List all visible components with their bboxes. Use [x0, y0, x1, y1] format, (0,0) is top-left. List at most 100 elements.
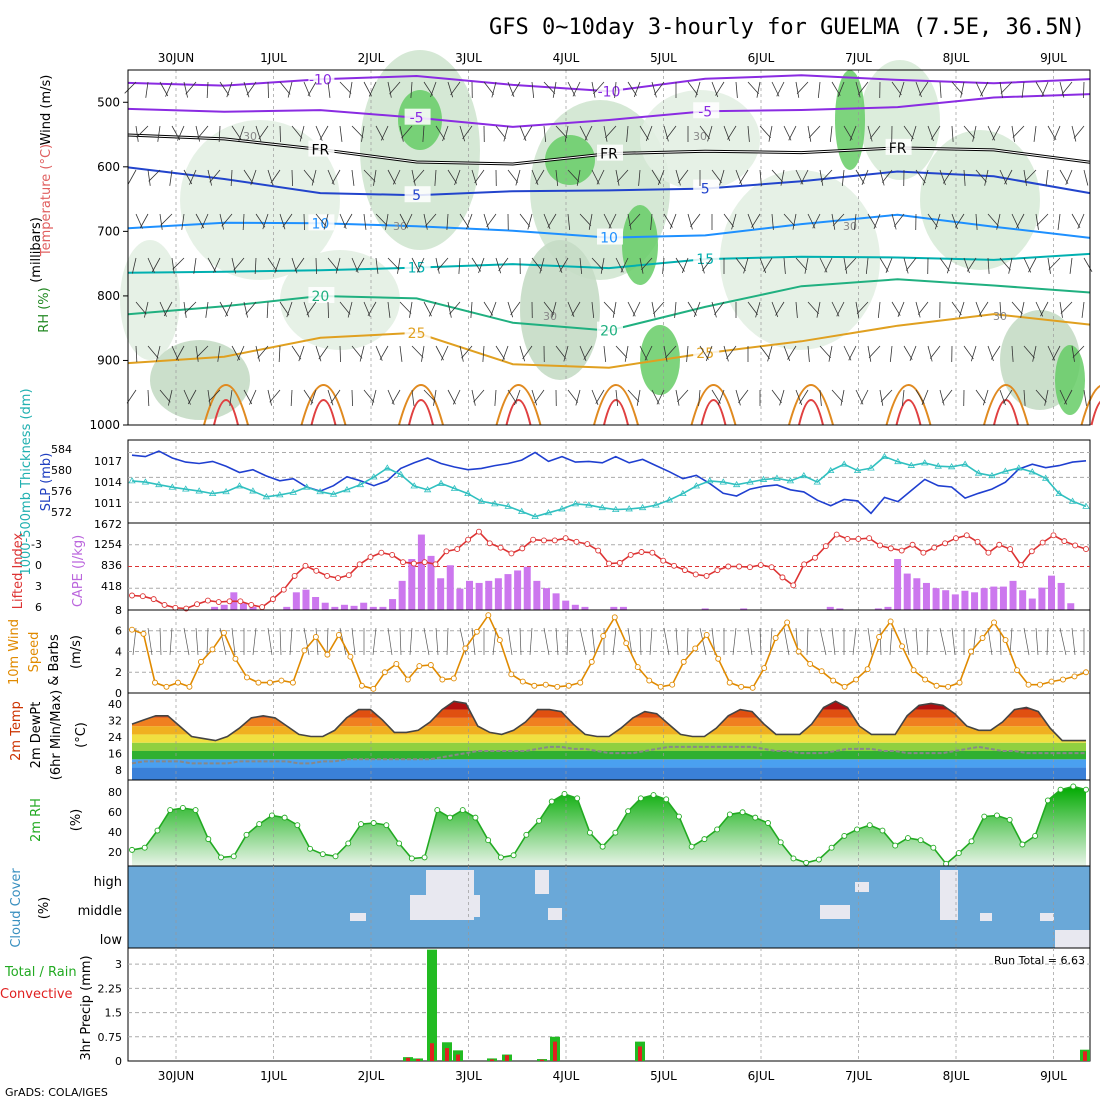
wind-barb: [564, 125, 569, 142]
wind-barb: [255, 345, 260, 362]
lifted-index-point: [714, 567, 721, 574]
wind-barb: [175, 345, 185, 361]
wind-barb: [792, 213, 797, 230]
wind-barb: [474, 169, 485, 184]
wind-barb: [127, 169, 137, 185]
wind-speed-point: [243, 674, 250, 681]
wind-barb: [1016, 213, 1025, 229]
contour-label: 20: [600, 324, 618, 340]
wind-barb: [819, 389, 822, 406]
wind-barb: [363, 389, 375, 403]
lifted-index-point: [779, 574, 786, 581]
contour-label: FR: [600, 147, 618, 163]
wind-barb: [361, 125, 365, 142]
rh-point: [765, 820, 771, 826]
wind-barb: [958, 301, 965, 318]
wind-barb: [738, 389, 749, 404]
wind-barb: [539, 257, 545, 274]
wind-barb: [245, 301, 257, 315]
rh-point: [841, 832, 848, 839]
wind-barb: [612, 301, 617, 318]
wind-speed-point: [347, 653, 354, 660]
wind-speed-point: [508, 671, 515, 678]
wind-barb: [205, 301, 209, 318]
wind-barb: [771, 301, 779, 318]
wind-barb: [470, 301, 473, 318]
wind-barb: [980, 81, 989, 97]
y-tick-label: 500: [97, 95, 120, 109]
thickness-point: [1082, 502, 1090, 509]
lifted-index-point: [736, 563, 743, 570]
rh-point: [319, 851, 326, 858]
heat-contour: [310, 399, 337, 426]
rh-point: [879, 827, 886, 834]
thickness-point: [182, 485, 190, 492]
cape-bar: [389, 599, 397, 610]
wind-barb: [156, 345, 161, 362]
wind-barb: [843, 257, 848, 274]
precip-convective-bar: [406, 1057, 410, 1061]
cape-bar: [466, 580, 474, 610]
cape-bar: [494, 578, 502, 610]
wind-barb: [771, 169, 784, 183]
rh-point: [599, 843, 606, 850]
cape-bar: [740, 608, 748, 610]
wind-barb: [303, 213, 305, 231]
wind-speed-point: [485, 612, 492, 619]
rh-tick: 40: [108, 826, 122, 839]
thickness-point: [329, 490, 338, 497]
wind-barb: [566, 627, 569, 656]
wind-barb: [711, 301, 717, 318]
wind-barb: [831, 627, 836, 656]
lifted-index-point: [475, 528, 482, 535]
thickness-point: [208, 489, 217, 497]
precip-tick: 3: [115, 958, 122, 971]
wind-speed-point: [129, 626, 135, 633]
rh-ylabel: (%): [69, 809, 84, 832]
wind-barb: [592, 81, 605, 95]
lifted-index-point: [573, 538, 580, 545]
rh-point: [904, 835, 911, 841]
wind-barb: [267, 627, 273, 656]
precip-legend-total: Total / Rain: [4, 965, 77, 980]
wind-barb: [829, 125, 833, 142]
thickness-point: [934, 462, 942, 469]
wind-barb: [939, 627, 947, 656]
wind-barb: [819, 169, 824, 186]
wind-barb: [572, 81, 581, 97]
wind-speed-point: [956, 679, 963, 686]
wind-barb: [306, 301, 317, 316]
wind-barb: [267, 81, 269, 99]
wind-barb: [855, 81, 861, 98]
wind-barb: [177, 125, 185, 141]
wind-barb: [363, 213, 367, 230]
wind-speed-point: [887, 618, 894, 625]
lifted-index-point: [410, 560, 417, 567]
wind-speed-point: [588, 658, 595, 665]
wind-speed-point: [807, 661, 814, 667]
wind-speed-point: [715, 655, 722, 662]
wind-speed-point: [922, 676, 929, 683]
heat-contour: [1080, 385, 1100, 426]
wind-barb: [159, 389, 171, 403]
lifted-index-point: [703, 572, 710, 579]
wind-barb: [690, 213, 701, 228]
wind-barb: [435, 125, 446, 140]
lifted-index-point: [942, 540, 949, 547]
rh-point: [612, 829, 619, 836]
contour-label-bg: [404, 108, 431, 125]
thickness-ylabel: 1000-500mb Thickness (dm): [19, 388, 34, 575]
wind-barb: [807, 345, 810, 362]
rh-point: [129, 846, 135, 853]
wind-barb: [656, 389, 665, 405]
wind-barb: [385, 213, 389, 230]
heat-contour: [700, 399, 727, 426]
wind-barb: [1011, 301, 1023, 315]
cape-bar: [903, 573, 911, 610]
wind-barb: [759, 627, 762, 656]
wind-barb: [519, 213, 531, 227]
precip-convective-bar: [430, 1043, 434, 1061]
rh-point: [154, 827, 161, 834]
wind-barb: [868, 345, 881, 358]
wind-barb: [632, 301, 641, 317]
